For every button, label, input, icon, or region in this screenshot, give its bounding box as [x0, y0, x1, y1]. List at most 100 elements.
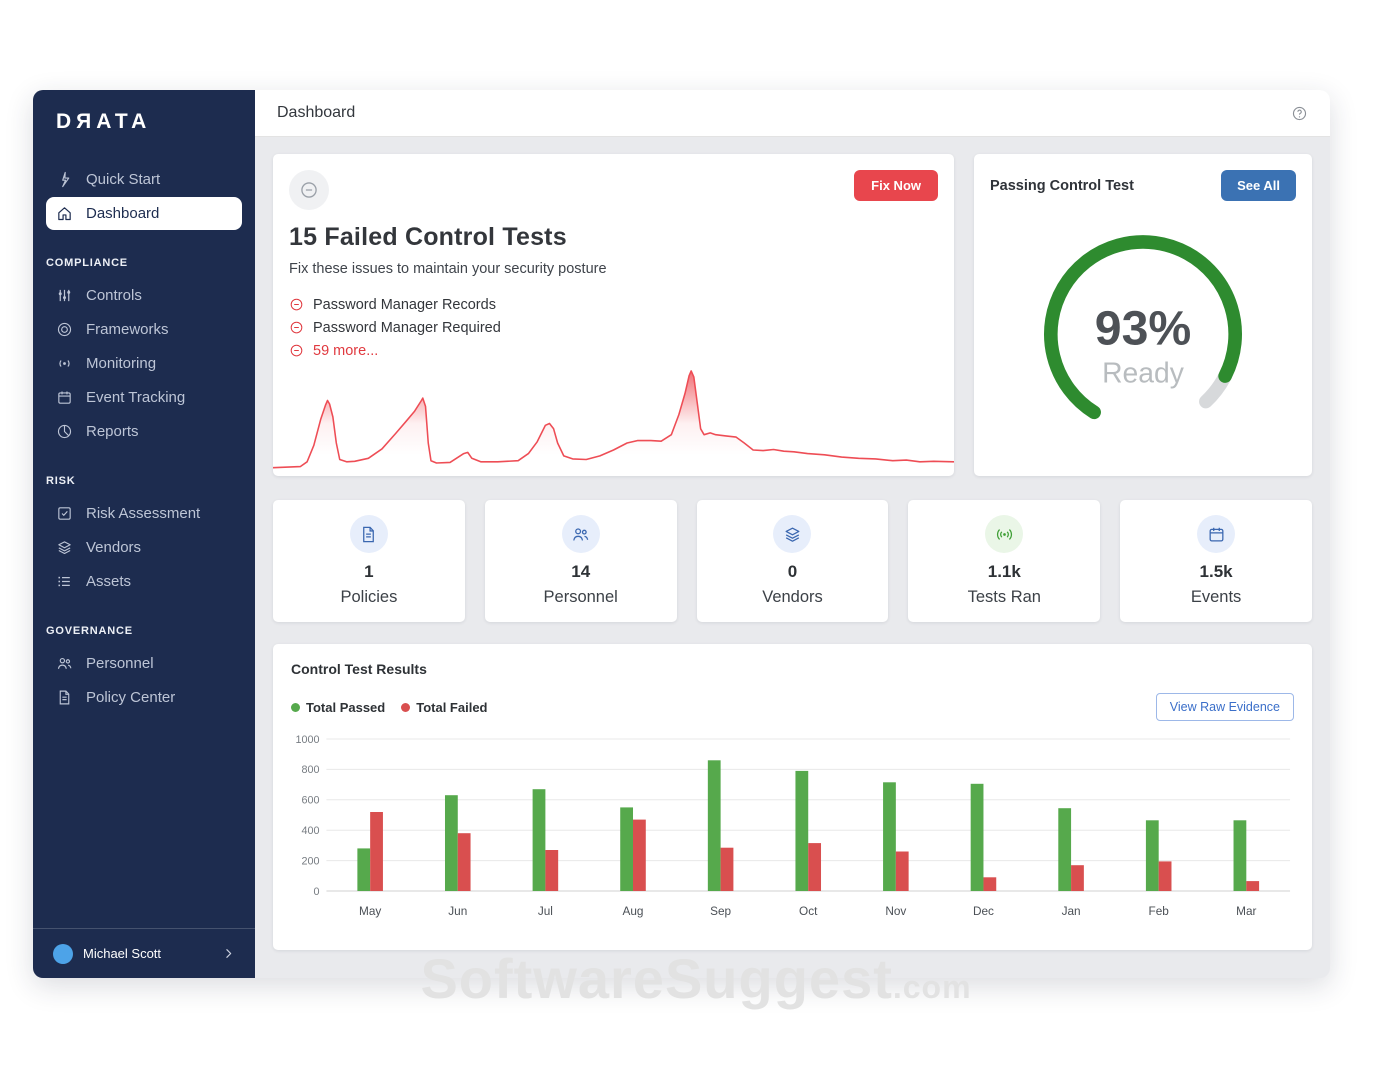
chart-legend: Total Passed Total Failed — [291, 700, 488, 715]
sidebar-item-reports[interactable]: Reports — [46, 415, 242, 448]
bolt-icon — [62, 171, 70, 188]
circle-minus-icon — [290, 344, 303, 357]
svg-text:93%: 93% — [1095, 301, 1191, 355]
target-icon — [57, 322, 72, 337]
broadcast-icon — [996, 528, 1012, 540]
sidebar-item-controls[interactable]: Controls — [46, 279, 242, 312]
user-menu[interactable]: Michael Scott — [33, 928, 255, 978]
svg-text:Jul: Jul — [538, 904, 553, 918]
stat-card-personnel[interactable]: 14 Personnel — [484, 500, 677, 622]
readiness-gauge: 93% Ready — [990, 201, 1296, 460]
layers-icon — [58, 541, 71, 555]
signal-icon — [59, 360, 70, 367]
svg-text:Oct: Oct — [799, 904, 818, 918]
svg-text:May: May — [359, 904, 381, 918]
failed-tests-more-link[interactable]: 59 more... — [289, 339, 938, 362]
pie-icon — [57, 424, 72, 439]
home-icon — [58, 207, 71, 221]
svg-text:200: 200 — [301, 855, 319, 867]
sidebar-item-dashboard[interactable]: Dashboard — [46, 197, 242, 230]
chevron-icon — [226, 949, 232, 958]
failed-test-label: Password Manager Required — [313, 319, 501, 336]
stat-label: Events — [1190, 588, 1242, 606]
passing-tests-card: Passing Control Test See All 93% Ready — [974, 154, 1312, 476]
sidebar-item-assets[interactable]: Assets — [46, 565, 242, 598]
sidebar-item-label: Controls — [86, 287, 142, 304]
failed-test-item: Password Manager Required — [289, 316, 938, 339]
failed-test-item: Password Manager Records — [289, 293, 938, 316]
help-icon[interactable] — [1291, 105, 1308, 122]
svg-text:Ready: Ready — [1102, 356, 1185, 388]
doc-icon — [363, 526, 375, 542]
stat-value: 1.1k — [987, 562, 1021, 581]
people-icon — [57, 657, 72, 669]
stat-icon-circle — [349, 515, 388, 553]
chevron-right-icon — [222, 947, 235, 960]
svg-text:Nov: Nov — [885, 904, 906, 918]
failed-tests-more-label: 59 more... — [313, 342, 379, 359]
stat-card-events[interactable]: 1.5k Events — [1120, 500, 1312, 622]
results-card-title: Control Test Results — [291, 661, 427, 677]
circle-minus-icon — [299, 180, 319, 200]
stat-label: Personnel — [543, 588, 618, 606]
failed-tests-card: Fix Now 15 Failed Control Tests Fix thes… — [273, 154, 954, 476]
sidebar-item-label: Assets — [86, 573, 132, 590]
app-window: DЯATA Quick Start Dashboard COMPLIANCE Cont… — [33, 90, 1330, 978]
sliders-icon — [58, 289, 71, 302]
see-all-button[interactable]: See All — [1221, 170, 1296, 201]
stat-icon-circle — [561, 515, 600, 553]
sidebar-item-label: Risk Assessment — [86, 505, 201, 522]
svg-text:1000: 1000 — [295, 734, 319, 746]
stat-value: 14 — [571, 562, 591, 581]
control-test-results-card: Control Test Results Total Passed Total F… — [273, 644, 1312, 950]
people-icon — [573, 527, 589, 541]
stat-card-policies[interactable]: 1 Policies — [273, 500, 465, 622]
stat-label: Tests Ran — [967, 588, 1041, 606]
svg-text:Feb: Feb — [1149, 904, 1170, 918]
sidebar-section-governance: GOVERNANCE — [46, 625, 133, 637]
sidebar-item-vendors[interactable]: Vendors — [46, 531, 242, 564]
svg-text:Aug: Aug — [623, 904, 644, 918]
svg-text:0: 0 — [314, 886, 320, 898]
passing-card-title: Passing Control Test — [990, 177, 1134, 194]
control-test-results-chart: 1000 800 600 400 200 0 May Jun Jul Aug Sep Oct Nov De… — [295, 734, 1291, 918]
svg-text:800: 800 — [301, 764, 319, 776]
sidebar-section-risk: RISK — [46, 475, 76, 487]
stat-value: 0 — [787, 562, 798, 581]
sidebar-item-label: Dashboard — [86, 205, 160, 222]
gauge-svg: 93%Ready — [1044, 234, 1242, 419]
failed-trend-sparkline — [273, 370, 954, 476]
stat-card-tests-ran[interactable]: 1.1k Tests Ran — [908, 500, 1101, 622]
circle-minus-icon — [290, 298, 303, 311]
fix-now-button[interactable]: Fix Now — [854, 170, 938, 201]
sidebar-item-personnel[interactable]: Personnel — [46, 647, 242, 680]
legend-label: Total Failed — [416, 699, 488, 715]
sidebar-item-label: Monitoring — [86, 355, 157, 372]
circle-minus-icon — [290, 321, 303, 334]
check-square-icon — [58, 507, 71, 520]
sidebar-item-risk-assessment[interactable]: Risk Assessment — [46, 497, 242, 530]
sidebar: DЯATA Quick Start Dashboard COMPLIANCE Cont… — [33, 90, 255, 978]
top-cards-row: Fix Now 15 Failed Control Tests Fix thes… — [273, 154, 1312, 476]
stat-icon-circle — [985, 515, 1024, 553]
sidebar-item-monitoring[interactable]: Monitoring — [46, 347, 242, 380]
failed-card-header: Fix Now — [289, 170, 938, 210]
sidebar-item-policy-center[interactable]: Policy Center — [46, 681, 242, 714]
sidebar-item-label: Quick Start — [86, 171, 161, 188]
help-icon — [1292, 106, 1307, 120]
svg-text:600: 600 — [301, 795, 319, 807]
view-raw-evidence-button[interactable]: View Raw Evidence — [1155, 693, 1294, 721]
legend-label: Total Passed — [306, 699, 386, 715]
sidebar-item-label: Personnel — [86, 655, 154, 672]
sidebar-item-frameworks[interactable]: Frameworks — [46, 313, 242, 346]
layers-icon — [785, 527, 800, 542]
failed-tests-subtitle: Fix these issues to maintain your securi… — [289, 261, 607, 277]
sidebar-item-quick-start[interactable]: Quick Start — [46, 163, 242, 196]
list-icon — [58, 576, 70, 587]
sidebar-item-event-tracking[interactable]: Event Tracking — [46, 381, 242, 414]
legend-item-total-failed: Total Failed — [401, 699, 488, 715]
svg-text:400: 400 — [301, 825, 319, 837]
stat-card-vendors[interactable]: 0 Vendors — [696, 500, 889, 622]
page-title: Dashboard — [277, 104, 356, 121]
circle-minus-badge — [289, 170, 329, 210]
